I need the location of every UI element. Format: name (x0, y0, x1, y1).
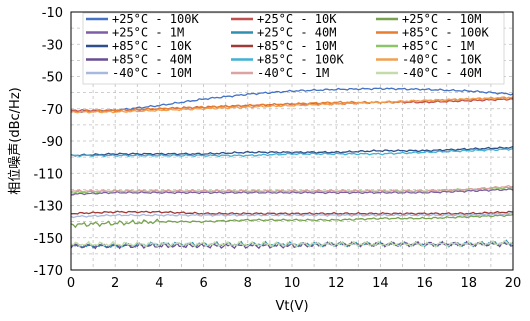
legend-entry: +25°C - 40M (257, 26, 336, 40)
x-tick-label: 16 (416, 276, 433, 291)
legend-entry: -40°C - 10K (402, 53, 482, 67)
legend-entry: +85°C - 10K (112, 39, 192, 53)
series-line (70, 184, 514, 193)
series-line (70, 96, 514, 114)
legend-entry: +25°C - 1M (112, 26, 184, 40)
x-tick-label: 18 (461, 276, 478, 291)
y-tick-label: -70 (42, 103, 63, 118)
y-tick-label: -50 (42, 71, 63, 86)
series-line (70, 212, 514, 219)
x-tick-label: 20 (505, 276, 522, 291)
legend-entry: +85°C - 40M (112, 53, 191, 67)
y-tick-label: -90 (42, 135, 63, 150)
legend-entry: +25°C - 10K (257, 12, 337, 26)
series-line (70, 213, 514, 229)
y-tick-label: -150 (33, 232, 63, 247)
legend-entry: -40°C - 1M (257, 66, 329, 80)
legend-entry: +25°C - 100K (112, 12, 199, 26)
y-tick-label: -10 (42, 6, 63, 21)
y-tick-labels: -10 -30 -50 -70 -90 -110 -130 -150 -170 (33, 6, 63, 279)
x-tick-label: 14 (372, 276, 389, 291)
x-tick-label: 12 (328, 276, 345, 291)
series-line (71, 188, 514, 196)
y-axis-label: 相位噪声(dBc/Hz) (8, 87, 23, 194)
legend-entry: -40°C - 40M (402, 66, 481, 80)
series-line (70, 87, 514, 113)
legend: +25°C - 100K +25°C - 10K +25°C - 10M +25°C … (82, 12, 505, 85)
x-tick-label: 0 (67, 276, 75, 291)
series-line (70, 145, 514, 157)
legend-entry: +85°C - 1M (402, 39, 474, 53)
x-tick-label: 6 (199, 276, 207, 291)
x-tick-label: 4 (155, 276, 163, 291)
y-tick-label: -30 (42, 38, 63, 53)
y-tick-label: -130 (33, 200, 63, 215)
legend-entry: -40°C - 10M (112, 66, 191, 80)
plot-frame (70, 11, 514, 271)
legend-box (82, 12, 505, 85)
legend-entry: +85°C - 100K (402, 26, 489, 40)
x-tick-labels: 0 2 4 6 8 10 12 14 16 18 20 (67, 276, 521, 291)
legend-entry: +25°C - 10M (402, 12, 481, 26)
x-tick-label: 10 (284, 276, 301, 291)
x-tick-label: 2 (111, 276, 119, 291)
series-lines (70, 87, 514, 250)
y-tick-label: -170 (33, 264, 63, 279)
x-tick-label: 8 (244, 276, 252, 291)
x-axis-label: Vt(V) (275, 299, 308, 314)
series-line (70, 210, 514, 216)
y-tick-label: -110 (33, 167, 63, 182)
series-line (70, 148, 514, 158)
legend-entry: +85°C - 100K (257, 53, 344, 67)
series-line (70, 239, 514, 248)
legend-entry: +85°C - 10M (257, 39, 336, 53)
